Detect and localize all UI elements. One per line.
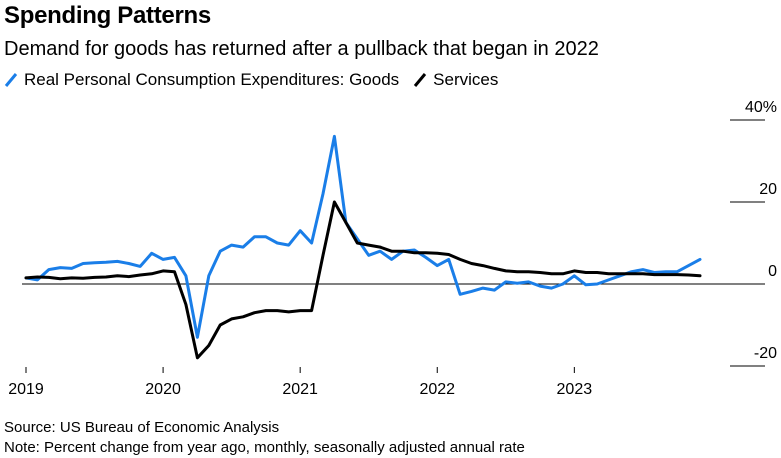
legend-item-goods: Real Personal Consumption Expenditures: … (4, 70, 399, 90)
legend-swatch-services (414, 73, 427, 87)
legend-label-goods: Real Personal Consumption Expenditures: … (24, 70, 400, 89)
x-tick-label: 2023 (557, 381, 593, 398)
services-series-line (24, 200, 702, 360)
chart-title: Spending Patterns (4, 2, 211, 29)
y-tick-label: 40% (745, 99, 777, 116)
x-tick-label: 2019 (8, 381, 44, 398)
y-tick-label: 20 (759, 181, 777, 198)
legend-item-services: Services (413, 70, 498, 90)
x-tick-label: 2020 (145, 381, 181, 398)
chart-subtitle: Demand for goods has returned after a pu… (4, 38, 599, 60)
source-note: Source: US Bureau of Economic Analysis (4, 419, 280, 436)
goods-series-line (24, 134, 702, 339)
legend-label-services: Services (433, 70, 499, 89)
legend-swatch-goods (4, 73, 18, 87)
method-note: Note: Percent change from year ago, mont… (4, 439, 525, 456)
y-tick-label: 0 (768, 263, 777, 280)
x-tick-label: 2022 (419, 381, 455, 398)
x-tick-label: 2021 (282, 381, 318, 398)
chart-footer: Source: US Bureau of Economic Analysis N… (4, 418, 525, 458)
y-tick-label: -20 (754, 345, 777, 362)
chart-legend: Real Personal Consumption Expenditures: … (4, 70, 512, 90)
